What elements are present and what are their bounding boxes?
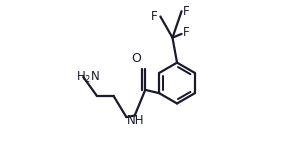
Text: NH: NH — [127, 114, 145, 127]
Text: $\mathsf{H_2N}$: $\mathsf{H_2N}$ — [76, 69, 100, 85]
Text: F: F — [151, 10, 157, 23]
Text: F: F — [183, 26, 190, 39]
Text: F: F — [183, 5, 190, 18]
Text: O: O — [131, 52, 141, 65]
